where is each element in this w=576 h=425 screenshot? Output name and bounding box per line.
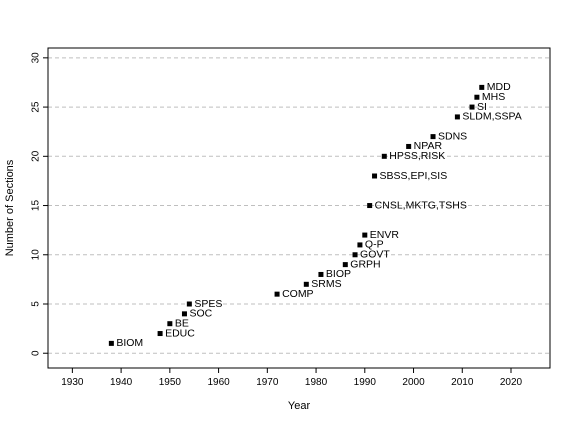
point-label: GOVT	[360, 249, 390, 261]
point-label: CNSL,MKTG,TSHS	[375, 199, 467, 211]
point-label: SLDM,SSPA	[462, 111, 521, 123]
x-tick-label: 1970	[256, 377, 279, 388]
data-point	[367, 203, 373, 209]
x-tick-label: 1950	[159, 377, 182, 388]
point-label: GRPH	[350, 258, 380, 270]
point-label: SBSS,EPI,SIS	[380, 170, 448, 182]
data-point	[454, 114, 460, 120]
data-point	[479, 84, 485, 90]
point-label: COMP	[282, 288, 314, 300]
y-tick-label: 20	[31, 150, 42, 162]
data-point	[181, 311, 187, 317]
data-point	[357, 242, 363, 248]
data-point	[430, 134, 436, 140]
point-label: SRMS	[311, 278, 341, 290]
grid-lines	[48, 57, 550, 354]
data-point	[157, 331, 163, 337]
data-point	[303, 281, 309, 287]
x-axis: 1930 1940 1950 1960 1970 1980 1990 2000 2010 2020	[61, 368, 523, 388]
data-point	[469, 104, 475, 110]
y-axis-title: Number of Sections	[4, 159, 16, 256]
data-point	[352, 252, 358, 258]
point-label: Q-P	[365, 239, 384, 251]
point-label: SOC	[189, 308, 212, 320]
x-tick-label: 1960	[207, 377, 230, 388]
y-tick-label: 30	[31, 52, 42, 64]
y-axis: 0 5 10 15 20 25 30	[31, 52, 48, 356]
x-tick-label: 2010	[451, 377, 474, 388]
data-point	[342, 262, 348, 268]
y-tick-label: 5	[31, 301, 42, 307]
data-point	[372, 173, 378, 179]
point-label: BIOP	[326, 268, 351, 280]
point-label: SI	[477, 101, 487, 113]
point-label: ENVR	[370, 229, 400, 241]
point-label: BE	[175, 317, 189, 329]
x-tick-label: 2020	[500, 377, 523, 388]
x-axis-title: Year	[288, 400, 311, 412]
data-point	[318, 271, 324, 277]
point-label: HPSS,RISK	[389, 150, 445, 162]
data-point	[108, 340, 114, 346]
data-point	[406, 143, 412, 149]
y-tick-label: 15	[31, 200, 42, 212]
point-label: MDD	[487, 81, 511, 93]
data-point	[474, 94, 480, 100]
point-label: BIOM	[116, 337, 143, 349]
x-tick-label: 2000	[402, 377, 425, 388]
x-tick-label: 1940	[110, 377, 133, 388]
y-tick-label: 10	[31, 249, 42, 261]
point-label: SDNS	[438, 130, 467, 142]
y-tick-label: 25	[31, 101, 42, 113]
data-point	[362, 232, 368, 238]
y-tick-label: 0	[31, 350, 42, 356]
x-tick-label: 1980	[305, 377, 328, 388]
plot-frame	[47, 47, 551, 369]
data-point	[167, 321, 173, 327]
data-point	[186, 301, 192, 307]
x-tick-label: 1930	[61, 377, 84, 388]
data-point	[274, 291, 280, 297]
point-label: NPAR	[414, 140, 443, 152]
data-point	[381, 153, 387, 159]
point-label: MHS	[482, 91, 505, 103]
point-label: EDUC	[165, 327, 195, 339]
point-label: SPES	[194, 298, 222, 310]
x-tick-label: 1990	[354, 377, 377, 388]
